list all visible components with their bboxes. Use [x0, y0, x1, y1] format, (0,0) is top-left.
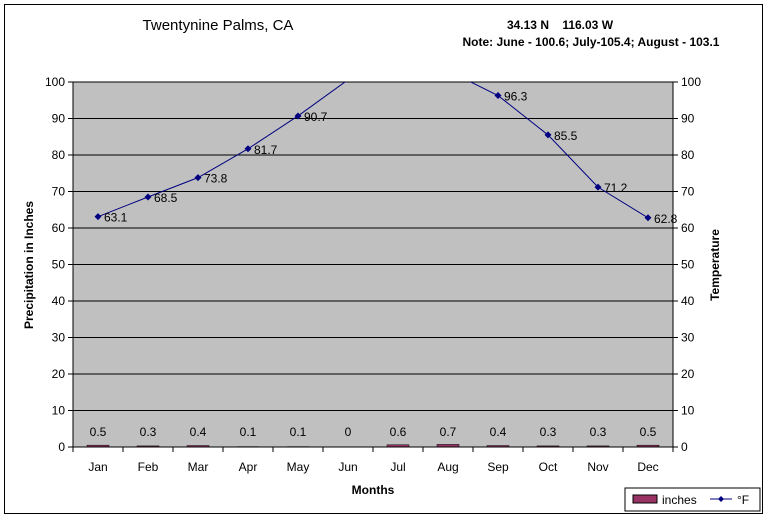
bar-value-label: 0.5 — [640, 425, 657, 439]
data-labels: 0.5 0.3 0.4 0.1 0.1 0 0.6 0.7 0.4 0.3 0.3 0.5 63.1 68… — [90, 90, 678, 439]
legend-box — [624, 487, 761, 512]
bar-value-label: 0.1 — [240, 425, 257, 439]
chart-title: Twentynine Palms, CA — [143, 17, 294, 34]
temperature-marker — [144, 193, 152, 201]
temperature-marker — [544, 131, 552, 139]
y-tick-label-left: 30 — [52, 331, 66, 345]
y-tick-label-right: 50 — [681, 258, 695, 272]
bar-value-label: 0.1 — [290, 425, 307, 439]
bar-value-label: 0.3 — [590, 425, 607, 439]
chart-note: Note: June - 100.6; July-105.4; August -… — [463, 35, 720, 49]
bar-value-label: 0.4 — [190, 425, 207, 439]
x-tick-label: Jan — [88, 460, 107, 474]
y-tick-label-right: 20 — [681, 367, 695, 381]
x-tick-label: Feb — [138, 460, 159, 474]
x-tick-label: Dec — [637, 460, 658, 474]
y-tick-label-left: 0 — [58, 440, 65, 454]
x-tick-label: Jul — [390, 460, 405, 474]
temperature-value-label: 68.5 — [154, 191, 178, 205]
chart-coords: 34.13 N 116.03 W — [507, 18, 614, 32]
y-tick-label-right: 40 — [681, 294, 695, 308]
temperature-value-label: 81.7 — [254, 143, 278, 157]
x-tick-label: Sep — [487, 460, 509, 474]
y-tick-label-left: 40 — [52, 294, 66, 308]
y-tick-label-left: 70 — [52, 185, 66, 199]
temperature-value-label: 73.8 — [204, 172, 228, 186]
y-axis-label-left: Precipitation in Inches — [22, 201, 36, 329]
bar-value-label: 0.7 — [440, 425, 457, 439]
bar-value-label: 0 — [345, 425, 352, 439]
legend-bar-swatch — [632, 494, 658, 504]
gridlines — [73, 81, 673, 411]
bar-value-label: 0.3 — [540, 425, 557, 439]
bar-value-label: 0.4 — [490, 425, 507, 439]
line-markers — [94, 92, 652, 222]
y-tick-label-left: 60 — [52, 221, 66, 235]
bar-value-label: 0.6 — [390, 425, 407, 439]
x-tick-label: Mar — [188, 460, 209, 474]
line-series — [97, 82, 649, 219]
y-tick-label-right: 30 — [681, 331, 695, 345]
legend: inches °F — [624, 487, 761, 512]
y-tick-label-right: 10 — [681, 404, 695, 418]
temperature-marker — [194, 174, 202, 182]
temperature-marker — [494, 92, 502, 100]
y-tick-label-left: 50 — [52, 258, 66, 272]
x-tick-label: Aug — [437, 460, 458, 474]
temperature-value-label: 63.1 — [104, 211, 128, 225]
temperature-value-label: 71.2 — [604, 181, 628, 195]
temperature-value-label: 85.5 — [554, 129, 578, 143]
y-tick-label-right: 0 — [681, 440, 688, 454]
bar-value-label: 0.5 — [90, 425, 107, 439]
legend-line-marker — [718, 496, 724, 502]
y-axis-label-right: Temperature — [708, 229, 722, 301]
temperature-marker — [644, 214, 652, 222]
y-tick-label-left: 80 — [52, 148, 66, 162]
temperature-marker — [294, 112, 302, 120]
temperature-value-label: 96.3 — [504, 90, 528, 104]
x-tick-label: Nov — [587, 460, 608, 474]
temperature-marker — [594, 183, 602, 191]
y-tick-label-left: 90 — [52, 112, 66, 126]
bar-value-label: 0.3 — [140, 425, 157, 439]
y-tick-label-right: 90 — [681, 112, 695, 126]
x-tick-label: Oct — [539, 460, 558, 474]
legend-label-inches: inches — [662, 493, 697, 507]
x-tick-label: Apr — [239, 460, 258, 474]
temperature-value-label: 90.7 — [304, 110, 328, 124]
axes: 0 0 10 10 20 20 30 30 40 40 50 50 60 60 70 70 80 80 90 90 10… — [45, 75, 701, 474]
x-axis-label: Months — [352, 483, 395, 497]
y-tick-label-right: 100 — [681, 75, 701, 89]
y-tick-label-left: 20 — [52, 367, 66, 381]
legend-label-temp: °F — [737, 493, 749, 507]
y-tick-label-right: 70 — [681, 185, 695, 199]
y-tick-label-right: 60 — [681, 221, 695, 235]
y-tick-label-left: 100 — [45, 75, 65, 89]
temperature-marker — [244, 145, 252, 153]
y-tick-label-left: 10 — [52, 404, 66, 418]
x-tick-label: May — [287, 460, 310, 474]
temperature-value-label: 62.8 — [654, 212, 678, 226]
temperature-line — [97, 82, 649, 219]
x-tick-label: Jun — [338, 460, 357, 474]
temperature-marker — [94, 213, 102, 221]
y-tick-label-right: 80 — [681, 148, 695, 162]
